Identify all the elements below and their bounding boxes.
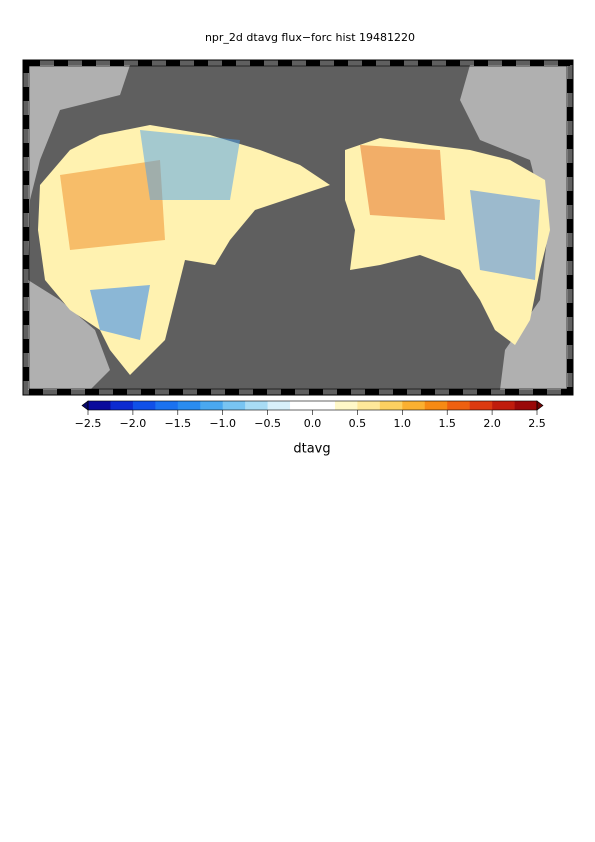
colorbar-segment bbox=[447, 401, 470, 410]
colorbar-segment bbox=[312, 401, 336, 410]
land bbox=[28, 280, 110, 390]
colorbar-segment bbox=[290, 401, 313, 410]
colorbar-tick-label: 1.5 bbox=[438, 417, 456, 430]
colorbar-segment bbox=[222, 401, 246, 410]
colorbar-tick-label: 0.5 bbox=[349, 417, 367, 430]
colorbar-tick-label: −1.5 bbox=[164, 417, 191, 430]
colorbar-segment bbox=[379, 401, 403, 410]
colorbar-segment bbox=[200, 401, 223, 410]
map-title: npr_2d dtavg flux−forc hist 19481220 bbox=[205, 31, 415, 44]
colorbar-segment bbox=[177, 401, 201, 410]
colorbar-tick-label: 2.0 bbox=[483, 417, 501, 430]
colorbar-segment bbox=[132, 401, 156, 410]
colorbar-segment bbox=[88, 401, 111, 410]
colorbar-segment bbox=[424, 401, 448, 410]
map-border bbox=[23, 60, 573, 395]
map-inner-frame bbox=[28, 65, 568, 390]
colorbar-segment bbox=[469, 401, 493, 410]
colorbar-tick-label: −0.5 bbox=[254, 417, 281, 430]
data-field bbox=[470, 190, 540, 280]
colorbar-segment bbox=[155, 401, 179, 410]
colorbar-tick-label: 1.0 bbox=[394, 417, 412, 430]
colorbar-segment bbox=[245, 401, 268, 410]
colorbar-tick-label: 0.0 bbox=[304, 417, 322, 430]
data-field bbox=[60, 160, 165, 250]
colorbar-segment bbox=[267, 401, 291, 410]
data-field bbox=[360, 145, 445, 220]
colorbar: −2.5 −2.0 −1.5 −1.0 −0.5 0.0 0.5 1.0 1.5 2.0 2.5 bbox=[75, 400, 546, 430]
colorbar-segment bbox=[334, 401, 358, 410]
colorbar-label: dtavg bbox=[293, 442, 330, 457]
colorbar-segment bbox=[357, 401, 381, 410]
map bbox=[22, 59, 574, 396]
colorbar-segment bbox=[402, 401, 426, 410]
colorbar-tick-label: −1.0 bbox=[209, 417, 236, 430]
data-field bbox=[140, 130, 240, 200]
colorbar-tick-label: 2.5 bbox=[528, 417, 546, 430]
land bbox=[460, 65, 568, 390]
data-field bbox=[90, 285, 150, 340]
colorbar-segment bbox=[514, 401, 538, 410]
colorbar-tick-label: −2.0 bbox=[120, 417, 147, 430]
land bbox=[28, 65, 130, 260]
colorbar-tick-label: −2.5 bbox=[75, 417, 102, 430]
colorbar-segment bbox=[492, 401, 515, 410]
colorbar-segment bbox=[110, 401, 134, 410]
